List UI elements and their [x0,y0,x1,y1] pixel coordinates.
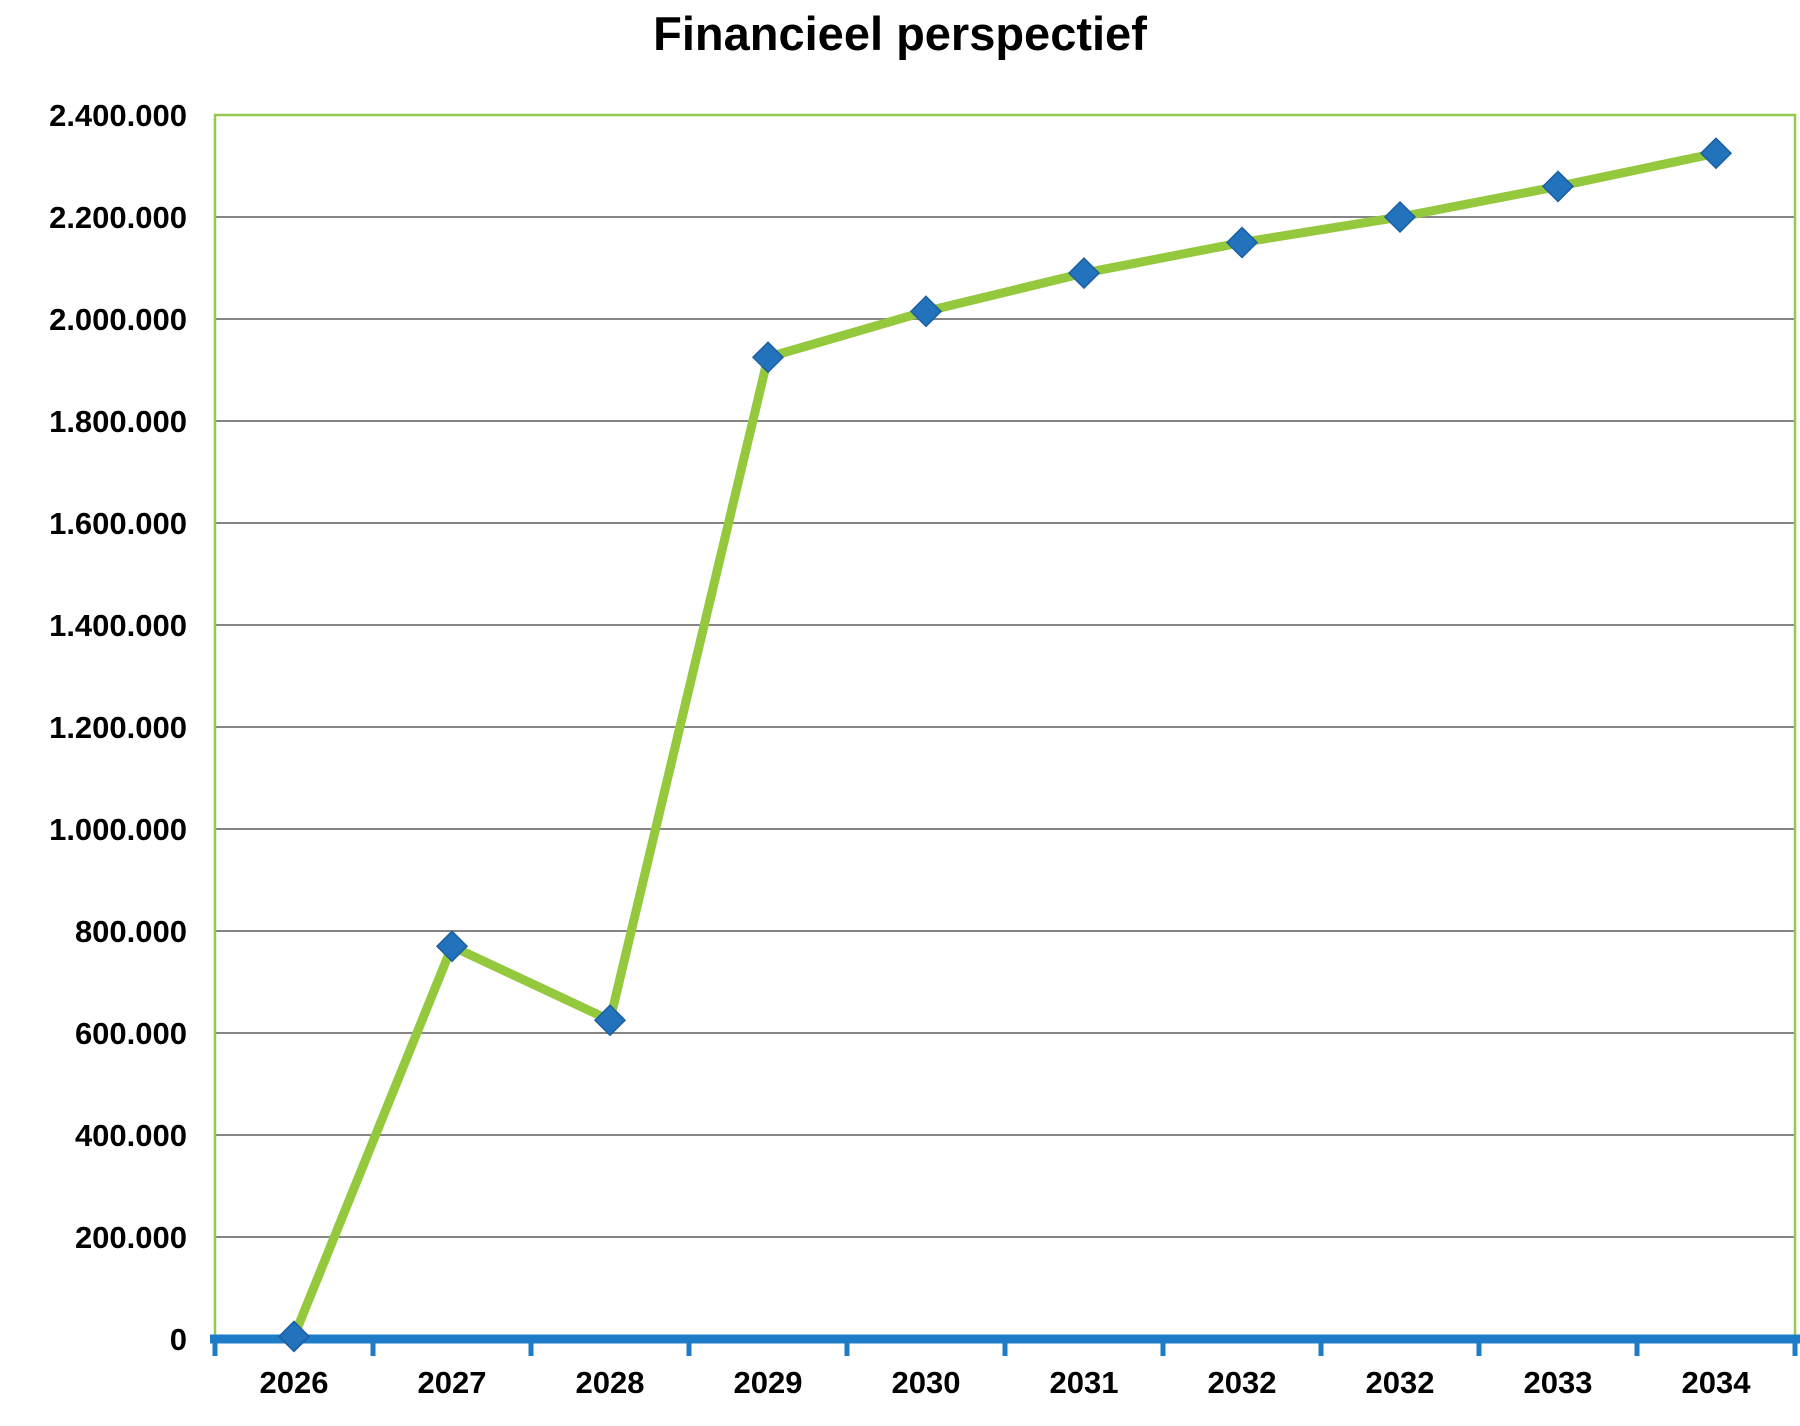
y-axis-label: 1.800.000 [49,404,187,439]
y-axis-label: 1.600.000 [49,506,187,541]
x-axis-label: 2032 [1208,1365,1277,1400]
x-axis-label: 2032 [1366,1365,1435,1400]
x-axis-label: 2031 [1050,1365,1119,1400]
chart-title: Financieel perspectief [653,7,1147,60]
y-axis-label: 1.200.000 [49,710,187,745]
data-point-marker [1541,170,1575,203]
y-axis-label: 800.000 [75,914,187,949]
data-point-marker [593,1004,627,1037]
data-point-marker [751,341,785,374]
x-axis-label: 2033 [1524,1365,1593,1400]
x-axis-label: 2029 [734,1365,803,1400]
x-axis-label: 2034 [1682,1365,1752,1400]
y-axis-label: 2.000.000 [49,302,187,337]
data-point-marker [277,1320,311,1353]
y-axis-label: 0 [170,1322,187,1357]
x-axis-label: 2027 [418,1365,487,1400]
data-line [289,148,1721,1341]
x-axis-label: 2028 [576,1365,645,1400]
data-point-marker [435,930,469,963]
y-axis-label: 600.000 [75,1016,187,1051]
data-point-marker [1699,137,1733,170]
x-axis-label: 2030 [892,1365,961,1400]
x-axis-label: 2026 [260,1365,329,1400]
y-axis-label: 1.400.000 [49,608,187,643]
data-point-marker [909,295,943,328]
y-axis-label: 200.000 [75,1220,187,1255]
y-axis-label: 400.000 [75,1118,187,1153]
y-axis-label: 1.000.000 [49,812,187,847]
data-point-marker [1225,226,1259,259]
y-axis-label: 2.200.000 [49,200,187,235]
data-point-marker [1383,200,1417,234]
y-axis-label: 2.400.000 [49,98,187,133]
data-point-marker [1067,257,1101,290]
